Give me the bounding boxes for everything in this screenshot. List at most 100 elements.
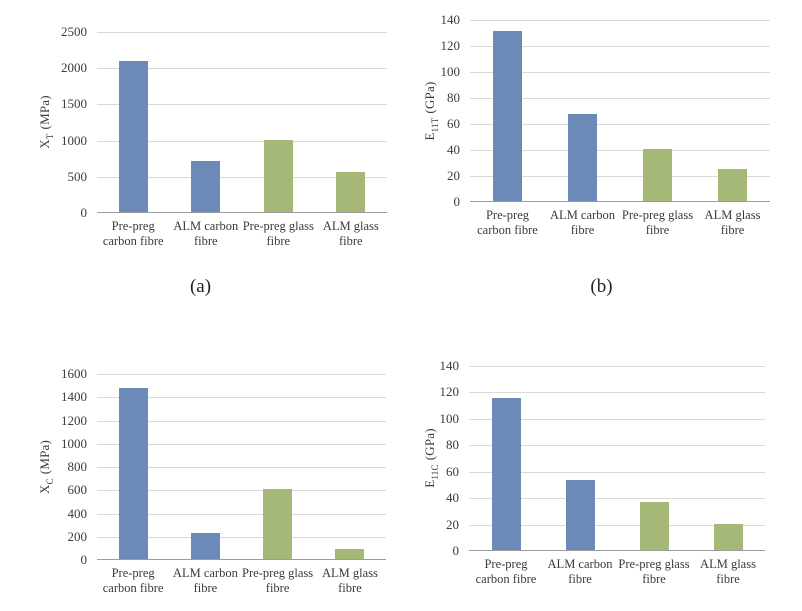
bar-pre-preg-glass-fibre [263,489,293,559]
gridline [470,124,770,125]
x-category-label: Pre-preg carbon fibre [475,557,537,587]
bar-pre-preg-carbon-fibre [491,398,521,550]
y-tick-label: 400 [67,505,88,521]
gridline [469,418,765,420]
y-tick-label: 600 [67,482,88,498]
y-tick-label: 20 [446,516,459,532]
y-tick-label: 40 [446,490,459,506]
y-tick-label: 20 [447,168,460,183]
gridline [470,46,770,47]
gridline [469,392,765,394]
y-tick-label: 1000 [61,132,87,148]
y-tick-label: 100 [440,64,461,79]
bar-alm-glass-fibre [718,168,747,201]
gridline [97,420,386,422]
y-tick-label: 140 [440,12,461,27]
gridline [470,20,770,21]
x-axis-labels: Pre-preg carbon fibre ALM carbon fibre Pre… [97,566,386,606]
y-tick-label: 1000 [61,435,87,451]
y-tick-label: 80 [447,90,460,105]
y-tick-label: 40 [447,142,460,157]
gridline [97,490,386,492]
y-axis-ticks: 0 200 400 600 800 1000 1200 1400 1600 [0,366,88,567]
y-axis-ticks: 0 20 40 60 80 100 120 140 [401,358,460,558]
bar-pre-preg-carbon-fibre [493,30,522,201]
x-category-label: Pre-preg glass fibre [618,557,690,587]
x-category-label: Pre-preg glass fibre [621,208,694,238]
y-axis-ticks: 0 20 40 60 80 100 120 140 [401,12,461,209]
y-axis-ticks: 0 500 1000 1500 2000 2500 [0,24,88,220]
y-tick-label: 2500 [61,24,87,39]
chart-panel-c: XC(MPa) 0 200 400 600 800 1000 1200 1400 1600 Pr… [0,305,401,611]
x-category-label: Pre-preg carbon fibre [102,219,164,249]
y-tick-label: 100 [439,410,460,426]
bar-alm-carbon-fibre [191,161,221,212]
gridline [97,140,387,142]
y-tick-label: 120 [440,38,461,53]
bar-pre-preg-carbon-fibre [118,388,148,559]
gridline [97,536,386,538]
y-tick-label: 500 [67,168,88,184]
gridline [470,98,770,99]
x-category-label: ALM glass fibre [700,557,756,587]
x-category-label: ALM glass fibre [704,208,761,238]
gridline [470,72,770,73]
y-tick-label: 0 [453,194,461,209]
y-tick-label: 800 [67,459,88,474]
x-category-label: ALM carbon fibre [172,566,238,596]
chart-panel-a: XT(MPa) 0 500 1000 1500 2000 2500 Pre-preg ca… [0,0,401,305]
bar-alm-carbon-fibre [568,113,597,201]
y-tick-label: 1200 [61,412,87,428]
bar-pre-preg-glass-fibre [643,149,672,201]
gridline [470,176,770,177]
y-tick-label: 1500 [61,96,87,112]
y-tick-label: 80 [446,437,459,453]
y-tick-label: 60 [446,463,459,479]
gridline [469,366,765,367]
x-axis-labels: Pre-preg carbon fibre ALM carbon fibre Pre… [97,219,387,259]
x-category-label: ALM glass fibre [322,219,379,249]
gridline [469,445,765,447]
bar-alm-glass-fibre [713,523,743,550]
bar-pre-preg-glass-fibre [639,502,669,550]
plot-area [97,32,387,213]
gridline [469,524,765,526]
gridline [469,498,765,500]
x-category-label: Pre-preg carbon fibre [102,566,164,596]
plot-area [97,374,386,560]
gridline [469,471,765,473]
x-category-label: ALM carbon fibre [550,208,615,238]
gridline [97,443,386,445]
plot-area [469,366,765,551]
y-tick-label: 1400 [61,389,87,405]
x-category-label: ALM glass fibre [321,566,378,596]
gridline [470,150,770,151]
bar-pre-preg-glass-fibre [263,139,293,212]
bar-alm-carbon-fibre [565,480,595,550]
gridline [97,513,386,515]
x-category-label: Pre-preg carbon fibre [477,208,538,238]
gridline [97,32,387,33]
y-tick-label: 0 [80,552,88,567]
y-tick-label: 0 [452,543,460,558]
plot-area [470,20,770,202]
x-category-label: ALM carbon fibre [173,219,239,249]
y-tick-label: 1600 [61,366,87,381]
gridline [97,374,386,375]
chart-panel-d: E11C(GPa) 0 20 40 60 80 100 120 140 Pre-preg ca… [401,305,802,611]
y-tick-label: 140 [439,358,460,373]
gridline [97,68,387,70]
chart-panel-b: E11T(GPa) 0 20 40 60 80 100 120 140 Pre-preg ca… [401,0,802,305]
x-category-label: Pre-preg glass fibre [242,566,314,596]
x-category-label: Pre-preg glass fibre [242,219,314,249]
gridline [97,176,387,178]
panel-caption-b: (b) [590,276,613,297]
panel-caption-a: (a) [189,276,212,297]
x-category-label: ALM carbon fibre [547,557,613,587]
y-tick-label: 120 [439,384,460,400]
y-tick-label: 60 [447,116,460,131]
y-tick-label: 2000 [61,60,87,76]
bar-alm-glass-fibre [335,549,365,559]
gridline [97,104,387,106]
